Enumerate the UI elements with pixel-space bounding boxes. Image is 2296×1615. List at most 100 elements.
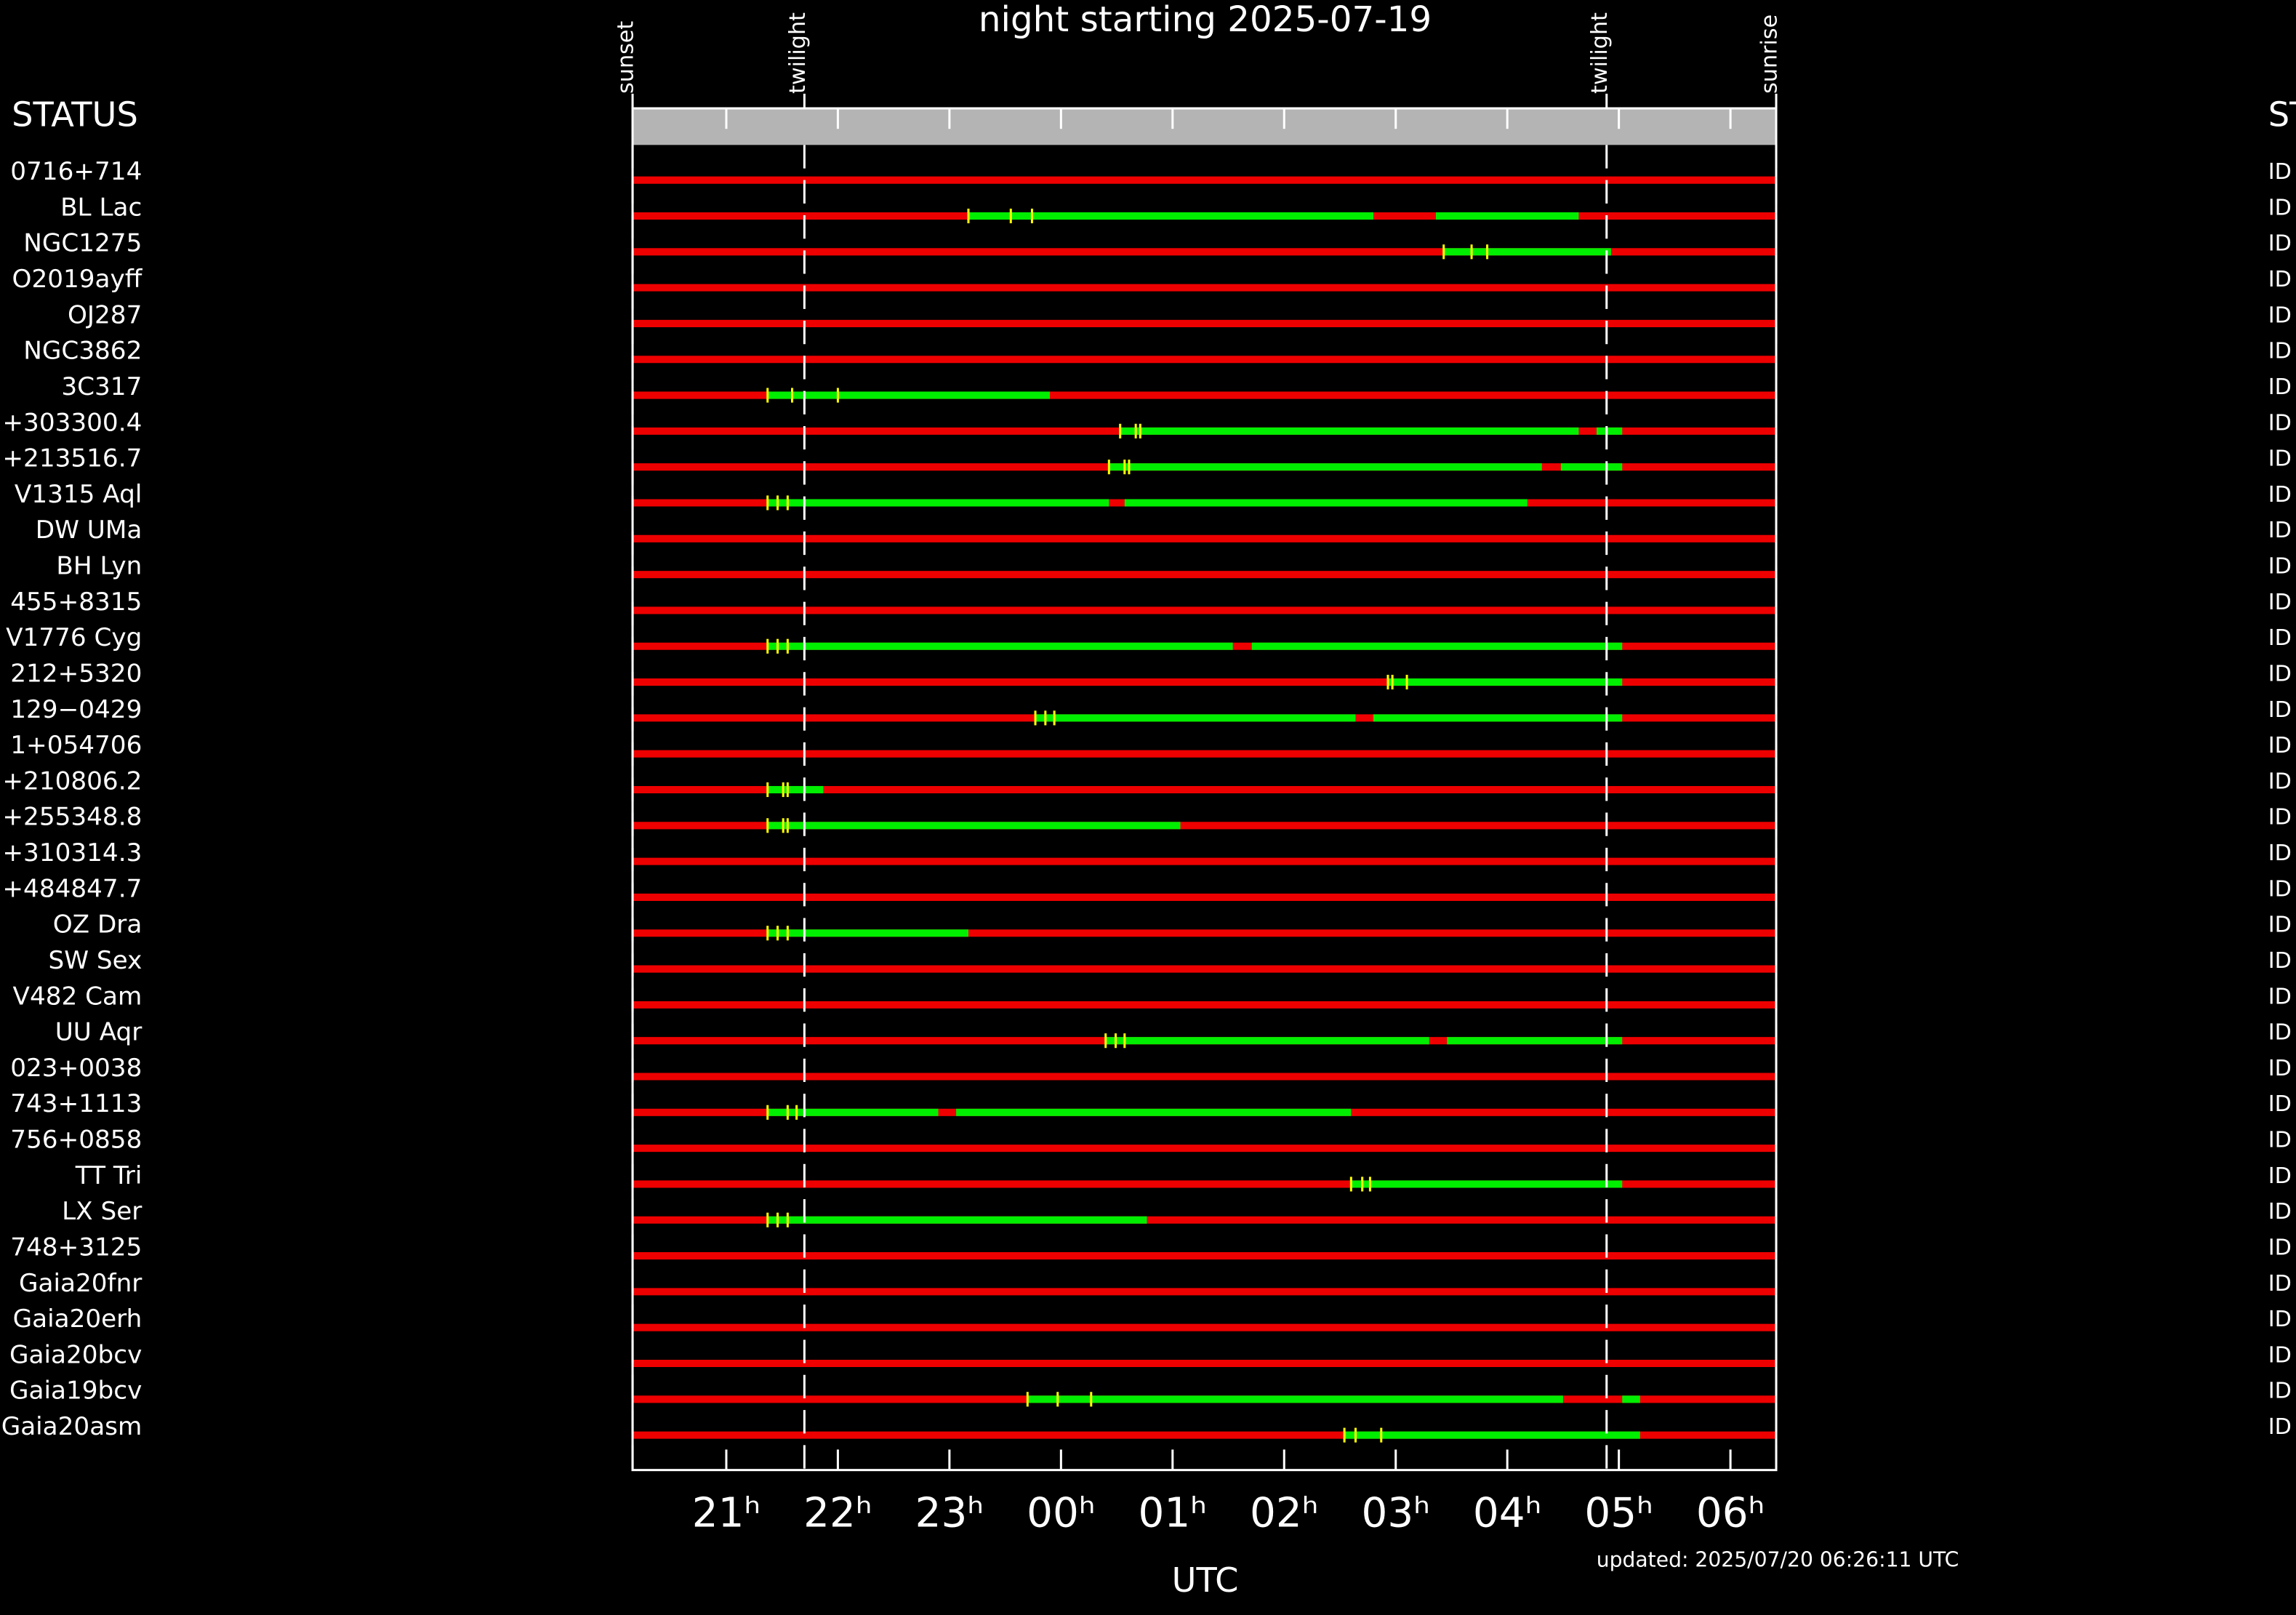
row-status: ID bbox=[2268, 446, 2292, 472]
visibility-window bbox=[1373, 714, 1623, 722]
chart-title: night starting 2025-07-19 bbox=[979, 0, 1432, 40]
row-status: ID bbox=[2268, 769, 2292, 794]
row-name: V1776 Cyg bbox=[6, 623, 142, 652]
row-status: ID bbox=[2268, 1163, 2292, 1189]
visibility-window bbox=[767, 785, 824, 794]
visibility-window bbox=[1622, 1395, 1640, 1403]
row-status: ID bbox=[2268, 231, 2292, 257]
visibility-window bbox=[1387, 678, 1623, 686]
visibility-window bbox=[1109, 463, 1542, 471]
row-status: ID bbox=[2268, 733, 2292, 758]
row-name: +255348.8 bbox=[2, 803, 142, 832]
event-label: twilight bbox=[785, 12, 811, 94]
x-tick-label: 06ʰ bbox=[1696, 1490, 1765, 1537]
row-name: OZ Dra bbox=[53, 910, 143, 939]
row-status: ID bbox=[2268, 984, 2292, 1009]
x-tick-label: 00ʰ bbox=[1027, 1490, 1096, 1537]
row-name: 3C317 bbox=[61, 372, 142, 401]
row-name: 1+054706 bbox=[10, 731, 142, 760]
row-status: ID bbox=[2268, 805, 2292, 830]
row-status: ID bbox=[2268, 1342, 2292, 1368]
row-name: Gaia20fnr bbox=[19, 1269, 143, 1298]
row-name: OJ287 bbox=[68, 300, 142, 329]
row-status: ID bbox=[2268, 625, 2292, 651]
row-name: 0716+714 bbox=[10, 157, 142, 186]
row-name: 743+1113 bbox=[10, 1089, 142, 1118]
row-name: DW UMa bbox=[36, 516, 143, 545]
row-name: V482 Cam bbox=[13, 982, 143, 1011]
row-name: 756+0858 bbox=[10, 1126, 142, 1155]
row-name: TT Tri bbox=[75, 1161, 143, 1190]
visibility-window bbox=[767, 1108, 939, 1116]
row-status: ID bbox=[2268, 1091, 2292, 1117]
row-name: UU Aqr bbox=[55, 1018, 143, 1047]
visibility-window bbox=[1443, 248, 1611, 256]
row-name: Gaia20bcv bbox=[9, 1340, 142, 1369]
row-name: +210806.2 bbox=[2, 766, 142, 796]
row-status: ID bbox=[2268, 374, 2292, 400]
row-status: ID bbox=[2268, 948, 2292, 974]
visibility-window bbox=[1447, 1037, 1623, 1045]
visibility-window bbox=[1124, 499, 1528, 507]
visibility-window bbox=[767, 929, 968, 937]
updated-text: updated: 2025/07/20 06:26:11 UTC bbox=[1597, 1547, 1959, 1571]
row-name: NGC1275 bbox=[23, 229, 142, 258]
status-header-right: ST bbox=[2268, 95, 2296, 135]
row-status: ID bbox=[2268, 1199, 2292, 1225]
x-axis-label: UTC bbox=[1172, 1560, 1239, 1600]
x-tick-label: 04ʰ bbox=[1473, 1490, 1542, 1537]
visibility-window bbox=[1596, 427, 1623, 435]
row-status: ID bbox=[2268, 1379, 2292, 1404]
visibility-window bbox=[968, 212, 1374, 220]
visibility-window bbox=[1105, 1037, 1429, 1045]
event-label: twilight bbox=[1587, 12, 1613, 94]
x-tick-label: 05ʰ bbox=[1584, 1490, 1653, 1537]
row-name: +213516.7 bbox=[2, 444, 142, 473]
row-name: +303300.4 bbox=[2, 408, 142, 437]
x-tick-label: 21ʰ bbox=[692, 1490, 761, 1537]
event-label: sunrise bbox=[1757, 15, 1782, 94]
row-name: 129−0429 bbox=[10, 695, 142, 724]
row-name: LX Ser bbox=[62, 1197, 143, 1226]
row-status: ID bbox=[2268, 590, 2292, 615]
row-status: ID bbox=[2268, 841, 2292, 866]
row-status: ID bbox=[2268, 661, 2292, 686]
row-status: ID bbox=[2268, 1235, 2292, 1260]
row-name: V1315 Aql bbox=[15, 480, 142, 509]
row-name: NGC3862 bbox=[23, 337, 142, 366]
row-status: ID bbox=[2268, 554, 2292, 580]
x-tick-label: 03ʰ bbox=[1361, 1490, 1430, 1537]
row-name: Gaia19bcv bbox=[9, 1376, 142, 1406]
row-name: Gaia20erh bbox=[13, 1305, 143, 1334]
row-status: ID bbox=[2268, 913, 2292, 938]
row-name: +310314.3 bbox=[2, 838, 142, 867]
visibility-window bbox=[767, 391, 1050, 399]
visibility-window bbox=[767, 1216, 1147, 1224]
row-name: BL Lac bbox=[60, 193, 142, 222]
row-name: 023+0038 bbox=[10, 1054, 142, 1083]
visibility-window bbox=[767, 642, 1233, 650]
plot-frame bbox=[631, 107, 1778, 1472]
row-name: SW Sex bbox=[48, 946, 142, 975]
row-status: ID bbox=[2268, 1056, 2292, 1081]
x-tick-label: 23ʰ bbox=[915, 1490, 984, 1537]
row-status: ID bbox=[2268, 1307, 2292, 1332]
row-name: +484847.7 bbox=[2, 874, 142, 903]
row-name: O2019ayff bbox=[12, 265, 143, 294]
visibility-window bbox=[1120, 427, 1579, 435]
visibility-window bbox=[1560, 463, 1623, 471]
x-tick-label: 02ʰ bbox=[1250, 1490, 1319, 1537]
row-status: ID bbox=[2268, 1271, 2292, 1297]
row-status: ID bbox=[2268, 339, 2292, 364]
visibility-window bbox=[767, 499, 1109, 507]
row-name: BH Lyn bbox=[56, 552, 142, 581]
row-name: 212+5320 bbox=[10, 659, 142, 688]
row-status: ID bbox=[2268, 195, 2292, 220]
row-status: ID bbox=[2268, 697, 2292, 723]
visibility-window bbox=[1351, 1180, 1623, 1188]
visibility-window bbox=[1027, 1395, 1563, 1403]
row-status: ID bbox=[2268, 267, 2292, 292]
